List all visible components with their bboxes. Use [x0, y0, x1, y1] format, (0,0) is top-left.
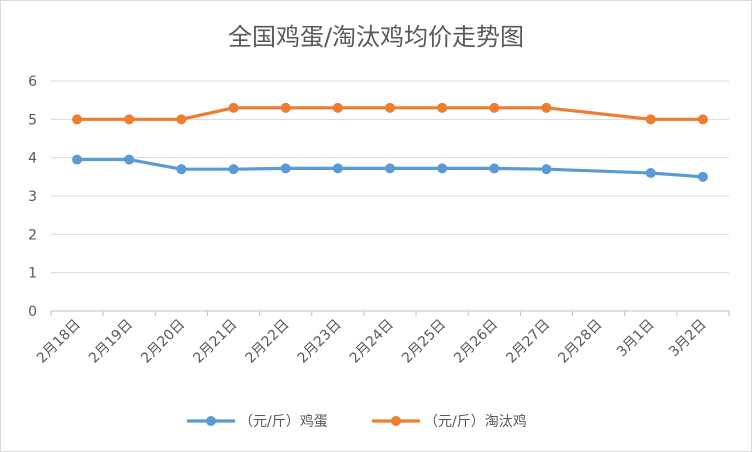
- data-point: [124, 114, 135, 125]
- legend-marker-0: [206, 416, 216, 426]
- data-point: [697, 171, 708, 182]
- data-point: [385, 102, 395, 113]
- data-point: [541, 102, 552, 113]
- x-tick-label: 2月25日: [399, 317, 449, 367]
- x-tick-label: 2月26日: [451, 317, 501, 367]
- x-tick-label: 3月2日: [666, 317, 710, 361]
- data-point: [176, 114, 187, 125]
- data-point: [697, 114, 708, 125]
- x-tick-label: 3月1日: [614, 317, 658, 361]
- legend: （元/斤）鸡蛋 （元/斤）淘汰鸡: [187, 413, 527, 430]
- series: [72, 102, 708, 182]
- data-point: [489, 102, 500, 113]
- data-point: [645, 114, 656, 125]
- data-point: [124, 154, 135, 165]
- series-line-0: [77, 157, 704, 179]
- data-point: [72, 154, 83, 165]
- data-point: [541, 164, 552, 175]
- y-tick-label: 2: [28, 227, 37, 243]
- legend-marker-1: [391, 416, 401, 426]
- data-point: [437, 163, 448, 174]
- y-tick-label: 6: [28, 74, 37, 90]
- data-point: [385, 163, 395, 174]
- series-line-1: [77, 106, 703, 121]
- data-point: [332, 102, 343, 113]
- y-tick-label: 0: [28, 304, 37, 320]
- x-tick-label: 2月28日: [555, 317, 605, 367]
- data-point: [228, 102, 239, 113]
- legend-label-0: （元/斤）鸡蛋: [239, 413, 328, 430]
- x-tick-label: 2月18日: [34, 317, 84, 367]
- x-tick-label: 2月23日: [295, 317, 345, 367]
- chart-title: 全国鸡蛋/淘汰鸡均价走势图: [228, 23, 524, 51]
- legend-label-1: （元/斤）淘汰鸡: [424, 413, 527, 430]
- x-tick-label: 2月19日: [86, 317, 136, 367]
- data-point: [176, 164, 187, 175]
- y-tick-label: 5: [28, 112, 37, 128]
- x-tick-label: 2月20日: [138, 317, 188, 367]
- y-tick-label: 3: [28, 189, 37, 205]
- data-point: [437, 102, 448, 113]
- x-tick-label: 2月24日: [347, 317, 397, 367]
- data-point: [489, 163, 500, 174]
- data-point: [72, 114, 83, 125]
- data-point: [228, 164, 239, 175]
- x-tick-label: 2月27日: [503, 317, 553, 367]
- data-point: [645, 168, 656, 178]
- data-point: [280, 102, 291, 113]
- x-tick-label: 2月21日: [190, 317, 240, 367]
- y-tick-label: 1: [28, 266, 37, 282]
- x-tick-label: 2月22日: [243, 317, 293, 367]
- data-point: [280, 163, 291, 174]
- data-point: [332, 163, 343, 174]
- y-tick-label: 4: [28, 151, 37, 167]
